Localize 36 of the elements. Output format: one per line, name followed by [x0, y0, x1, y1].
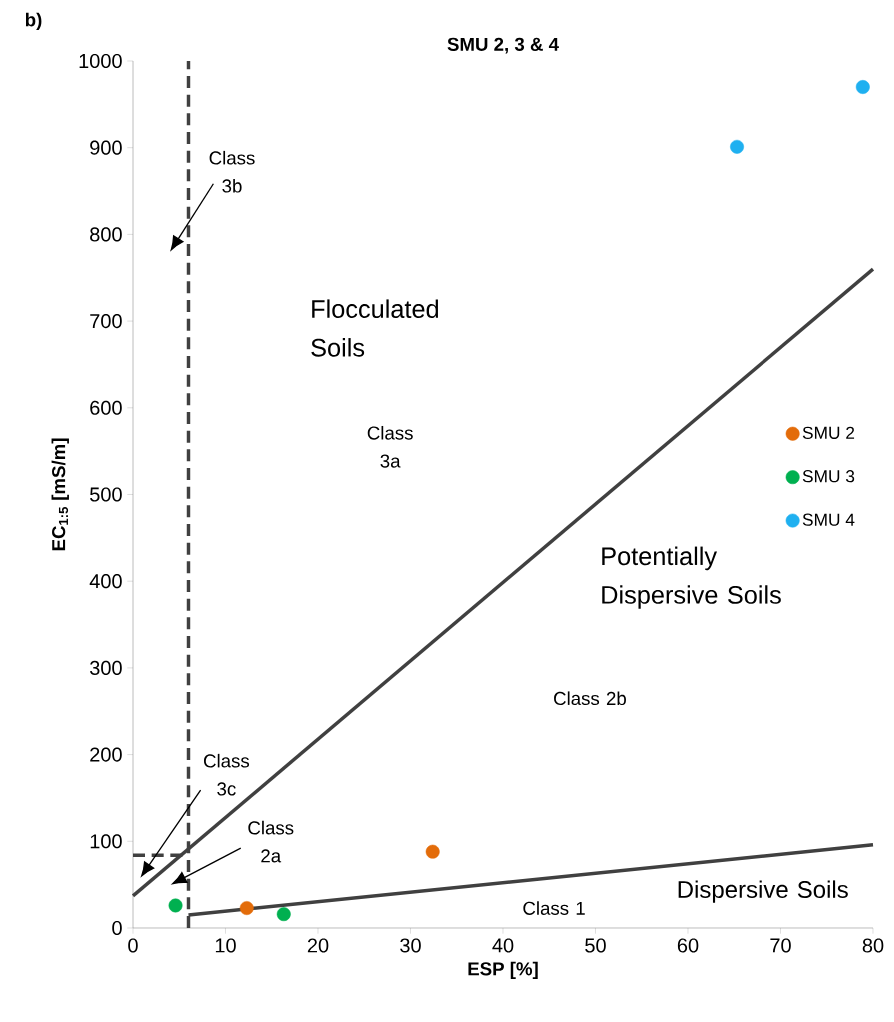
x-tick-label: 60	[677, 938, 699, 953]
y-tick-label: 800	[90, 227, 122, 242]
x-tick-label: 0	[128, 938, 138, 953]
y-tick-label: 1000	[79, 53, 122, 69]
x-tick-label: 80	[862, 938, 884, 953]
legend-label: SMU 4	[802, 513, 855, 526]
annotation: Class 2a	[248, 820, 294, 863]
text: b)	[25, 12, 42, 31]
annotation: Class 3b	[209, 150, 255, 193]
y-tick-label: 400	[89, 574, 122, 589]
legend-label: SMU 2	[802, 426, 855, 439]
legend-label: SMU 3	[802, 470, 855, 483]
x-tick-label: 70	[770, 938, 791, 953]
x-tick-label: 40	[492, 938, 514, 953]
y-tick-label: 200	[90, 747, 122, 762]
y-tick-label: 100	[90, 834, 122, 849]
chart-title: SMU 2, 3 & 4	[447, 37, 559, 54]
annotation: Dispersive Soils	[678, 880, 848, 903]
annotation: Class 3c	[204, 753, 250, 796]
x-tick-label: 50	[585, 938, 606, 953]
annotation: Class 2b	[554, 691, 626, 706]
y-axis-title: EC$_{1:5}$ [mS/m]	[51, 438, 69, 551]
x-tick-label: 30	[400, 938, 421, 953]
x-tick-label: 20	[307, 938, 329, 953]
annotation: Class 3a	[367, 425, 413, 468]
y-tick-label: 900	[90, 140, 122, 155]
y-tick-label: 600	[90, 400, 122, 415]
y-tick-label: 300	[89, 660, 122, 675]
x-axis-title: ESP [%]	[468, 961, 538, 980]
annotation: Class 1	[523, 901, 585, 915]
annotation: Flocculated Soils	[311, 299, 439, 357]
annotation: Potentially Dispersive Soils	[602, 546, 781, 609]
y-tick-label: 500	[90, 487, 122, 502]
y-tick-label: 700	[90, 314, 122, 329]
y-tick-label: 0	[112, 920, 122, 936]
x-tick-label: 10	[215, 938, 236, 953]
